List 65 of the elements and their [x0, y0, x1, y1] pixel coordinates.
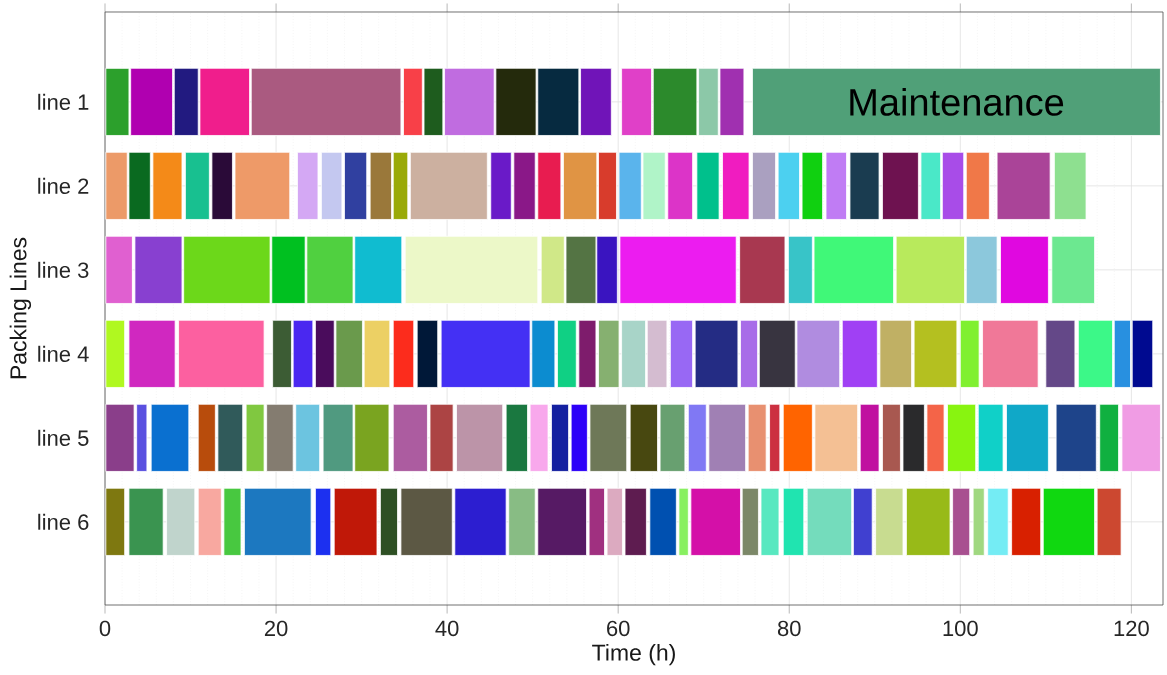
bar	[1121, 403, 1161, 472]
bar	[825, 151, 847, 220]
annotation: Maintenance	[850, 87, 1064, 116]
bar	[849, 151, 880, 220]
bar	[1011, 487, 1042, 556]
bar	[722, 151, 750, 220]
bar	[1042, 487, 1095, 556]
bar	[977, 403, 1004, 472]
bar	[1051, 235, 1095, 304]
y-axis-title: Packing Lines	[9, 237, 32, 379]
y-tick-label: line 5	[38, 429, 89, 446]
x-tick-label: 120	[1114, 620, 1149, 637]
bar	[409, 151, 488, 220]
bar	[128, 319, 176, 388]
bar	[1055, 403, 1097, 472]
x-tick-label: 80	[777, 620, 801, 637]
bar	[1096, 487, 1122, 556]
bar	[178, 319, 265, 388]
bar	[1045, 319, 1076, 388]
bar	[996, 151, 1051, 220]
bar	[959, 319, 980, 388]
bar	[297, 151, 319, 220]
y-tick-label: line 2	[38, 177, 89, 194]
bar	[404, 235, 539, 304]
y-tick-label: line 4	[38, 345, 89, 362]
bar	[752, 67, 1161, 136]
bar	[1053, 151, 1087, 220]
x-tick-label: 0	[99, 620, 111, 637]
bar	[1006, 403, 1049, 472]
bar	[669, 319, 693, 388]
bar	[769, 403, 781, 472]
x-tick-label: 100	[943, 620, 978, 637]
bar	[416, 319, 439, 388]
bar	[166, 487, 196, 556]
bar	[987, 487, 1009, 556]
y-tick-label: line 3	[38, 261, 89, 278]
bar	[392, 319, 415, 388]
bar	[875, 487, 904, 556]
bar	[747, 403, 767, 472]
bar	[1000, 235, 1049, 304]
bar	[136, 403, 148, 472]
bar	[696, 151, 720, 220]
bar	[105, 319, 126, 388]
x-tick-label: 20	[264, 620, 288, 637]
bar	[782, 487, 805, 556]
y-tick-label: line 6	[38, 513, 89, 530]
bar	[380, 487, 398, 556]
bar	[982, 319, 1039, 388]
bar	[105, 487, 126, 556]
y-tick-label: line 1	[38, 93, 89, 110]
bar	[739, 235, 786, 304]
bar	[859, 403, 880, 472]
bar	[333, 487, 378, 556]
x-tick-label: 60	[607, 620, 630, 637]
bar	[1099, 403, 1119, 472]
bar	[128, 487, 164, 556]
bar	[150, 403, 190, 472]
bar	[947, 403, 977, 472]
bar	[965, 151, 990, 220]
bar	[972, 487, 985, 556]
x-tick-label: 40	[435, 620, 459, 637]
bar	[315, 487, 332, 556]
bar	[456, 403, 504, 472]
x-axis-title: Time (h)	[592, 643, 675, 666]
bar	[244, 487, 312, 556]
